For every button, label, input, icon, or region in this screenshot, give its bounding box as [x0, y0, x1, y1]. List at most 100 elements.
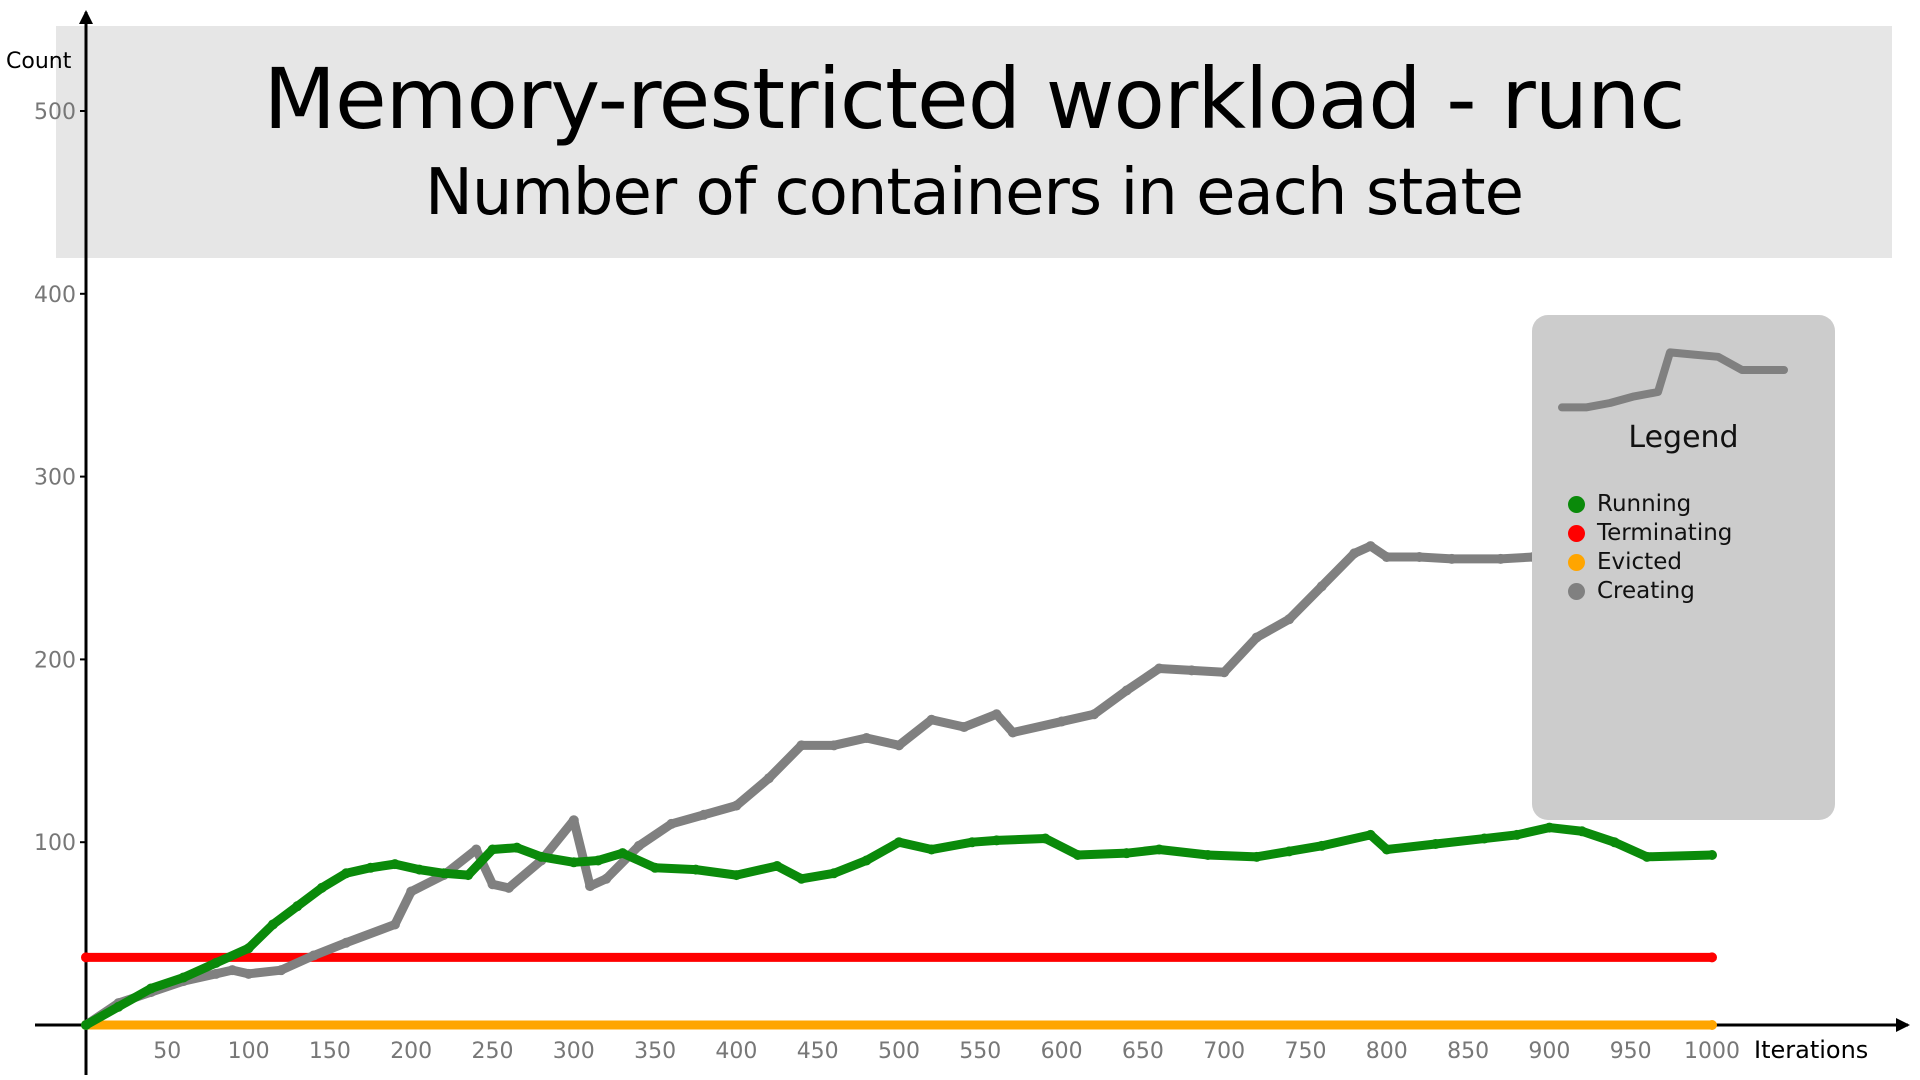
- data-point-creating: [633, 840, 644, 851]
- data-point-running: [292, 901, 303, 912]
- data-point-creating: [585, 881, 596, 892]
- data-point-running: [1316, 840, 1327, 851]
- legend-item-evicted: Evicted: [1568, 548, 1682, 576]
- legend-label: Evicted: [1597, 549, 1682, 575]
- data-point-creating: [487, 879, 498, 890]
- x-tick-label: 1000: [1684, 1039, 1740, 1064]
- data-point-running: [593, 855, 604, 866]
- title-panel: [56, 26, 1892, 258]
- data-point-running: [650, 862, 661, 873]
- y-tick-label: 200: [34, 648, 76, 673]
- data-point-running: [772, 860, 783, 871]
- data-point-running: [1479, 833, 1490, 844]
- x-tick-label: 50: [153, 1039, 181, 1064]
- x-tick-label: 300: [553, 1039, 595, 1064]
- data-point-running: [487, 844, 498, 855]
- data-point-creating: [1381, 552, 1392, 563]
- data-point-creating: [861, 733, 872, 744]
- data-point-running: [1511, 829, 1522, 840]
- data-point-running: [1609, 837, 1620, 848]
- data-point-creating: [666, 818, 677, 829]
- data-point-terminating: [1707, 952, 1717, 963]
- data-point-creating: [1121, 685, 1132, 696]
- chart-subtitle: Number of containers in each state: [425, 156, 1524, 230]
- data-point-running: [568, 857, 579, 868]
- data-point-creating: [389, 919, 400, 930]
- data-point-running: [617, 848, 628, 859]
- data-point-creating: [568, 815, 579, 826]
- y-tick-label: 300: [34, 466, 76, 491]
- data-point-running: [1154, 844, 1165, 855]
- data-point-running: [1430, 839, 1441, 850]
- data-point-creating: [926, 714, 937, 725]
- data-point-running: [1641, 851, 1652, 862]
- data-point-running: [967, 837, 978, 848]
- x-tick-label: 650: [1122, 1039, 1164, 1064]
- data-point-creating: [227, 965, 238, 976]
- data-point-running: [690, 864, 701, 875]
- data-point-creating: [1365, 541, 1376, 552]
- data-point-evicted: [1707, 1020, 1717, 1030]
- data-point-running: [1365, 829, 1376, 840]
- legend-marker-creating: [1568, 582, 1585, 600]
- data-point-creating: [1284, 614, 1295, 625]
- data-point-creating: [1186, 665, 1197, 676]
- data-point-running: [926, 844, 937, 855]
- data-point-running: [146, 983, 157, 994]
- x-tick-label: 400: [715, 1039, 757, 1064]
- x-tick-label: 500: [878, 1039, 920, 1064]
- x-tick-label: 700: [1203, 1039, 1245, 1064]
- data-point-running: [113, 1001, 124, 1012]
- data-point-running: [438, 868, 449, 879]
- data-point-running: [1544, 822, 1555, 833]
- data-point-running: [991, 835, 1002, 846]
- data-point-running: [861, 855, 872, 866]
- legend-title: Legend: [1628, 420, 1739, 455]
- data-point-creating: [243, 968, 254, 979]
- data-point-creating: [211, 968, 222, 979]
- data-point-terminating: [81, 952, 91, 963]
- data-point-running: [1251, 851, 1262, 862]
- data-point-creating: [698, 809, 709, 820]
- data-point-creating: [991, 709, 1002, 720]
- axis-ticks: 50 100 150 200 250 300 350 400 450 500 550 600 650 70…: [34, 100, 1740, 1064]
- legend-item-terminating: Terminating: [1568, 519, 1732, 547]
- data-point-running: [365, 862, 376, 873]
- data-point-creating: [308, 950, 319, 961]
- data-point-creating: [276, 965, 287, 976]
- data-point-running: [731, 870, 742, 881]
- legend-item-creating: Creating: [1568, 577, 1695, 605]
- x-tick-label: 100: [228, 1039, 270, 1064]
- x-tick-label: 600: [1041, 1039, 1083, 1064]
- data-point-creating: [731, 800, 742, 811]
- chart-title: Memory-restricted workload - runc: [263, 50, 1686, 148]
- y-tick-label: 100: [34, 831, 76, 856]
- legend-marker-evicted: [1568, 553, 1585, 571]
- legend-label: Running: [1597, 491, 1692, 517]
- x-tick-label: 200: [390, 1039, 432, 1064]
- data-point-creating: [601, 873, 612, 884]
- x-tick-label: 550: [959, 1039, 1001, 1064]
- data-point-running: [1707, 849, 1717, 860]
- x-axis-label: Iterations: [1754, 1036, 1868, 1064]
- data-point-creating: [1089, 709, 1100, 720]
- legend-graphic-line: [1558, 348, 1788, 412]
- data-point-running: [341, 868, 352, 879]
- legend-marker-terminating: [1568, 524, 1585, 542]
- legend-marker-running: [1568, 495, 1585, 513]
- data-point-creating: [1495, 553, 1506, 564]
- data-point-running: [389, 859, 400, 870]
- y-tick-label: 500: [34, 100, 76, 125]
- x-tick-label: 350: [634, 1039, 676, 1064]
- data-point-creating: [1251, 632, 1262, 643]
- data-point-running: [81, 1020, 91, 1030]
- data-point-running: [1381, 844, 1392, 855]
- data-point-running: [178, 972, 189, 983]
- x-tick-label: 250: [472, 1039, 514, 1064]
- data-point-running: [1121, 848, 1132, 859]
- data-point-creating: [1446, 553, 1457, 564]
- series-layer: [81, 541, 1717, 1030]
- data-point-running: [1202, 849, 1213, 860]
